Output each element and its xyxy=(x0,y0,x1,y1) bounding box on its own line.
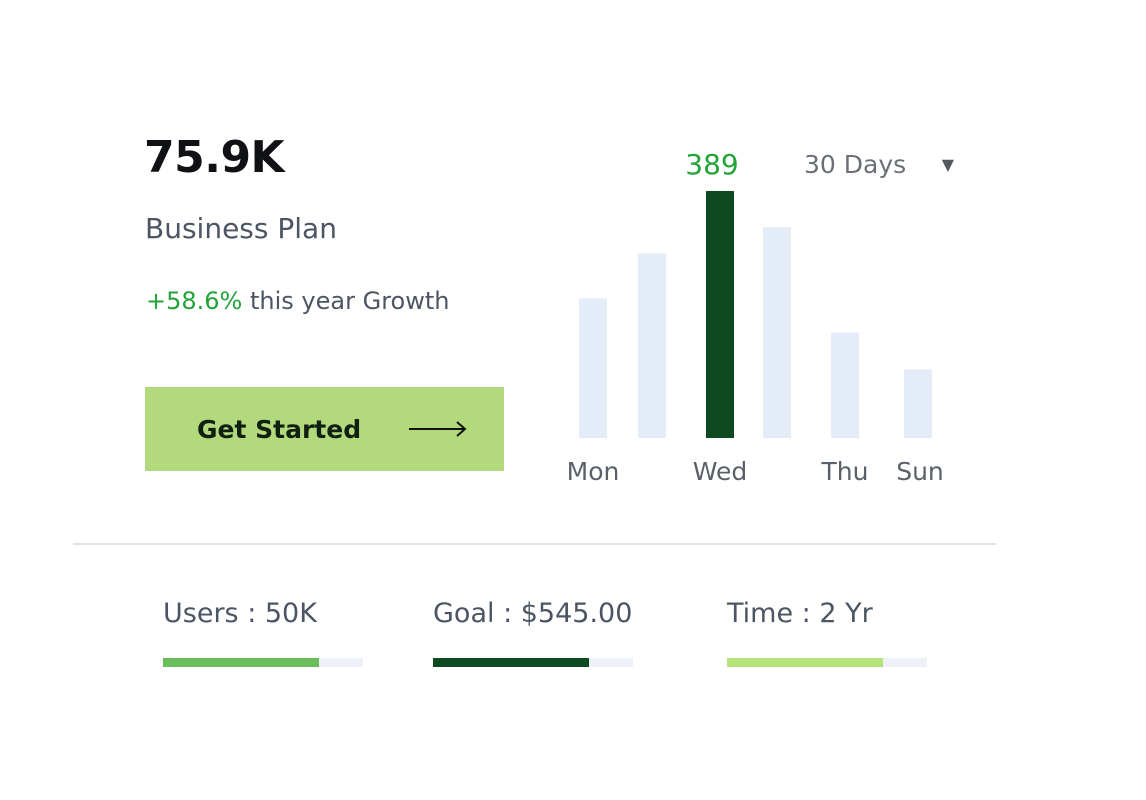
stat-users: Users : 50K xyxy=(163,598,363,667)
stat-goal: Goal : $545.00 xyxy=(433,598,633,667)
stat-goal-track xyxy=(433,658,633,667)
arrow-right-icon xyxy=(409,421,467,437)
x-tick-label-wed: Wed xyxy=(693,457,748,486)
x-tick-label-mon: Mon xyxy=(567,457,620,486)
growth-percent: +58.6% xyxy=(146,287,243,315)
growth-text: this year Growth xyxy=(250,287,450,315)
bar-chart-svg: Mon Wed 389 Thu Sun xyxy=(567,148,944,486)
period-dropdown[interactable]: 30 Days ▼ xyxy=(796,146,966,182)
plan-name: Business Plan xyxy=(145,212,337,245)
stat-time: Time : 2 Yr xyxy=(727,598,927,667)
period-selected-label: 30 Days xyxy=(804,149,907,179)
bar-thu xyxy=(831,332,859,438)
stat-goal-fill xyxy=(433,658,589,667)
weekly-bar-chart: Mon Wed 389 Thu Sun xyxy=(540,140,980,500)
get-started-label: Get Started xyxy=(197,414,362,444)
growth-line: +58.6% this year Growth xyxy=(146,287,449,315)
stat-time-label: Time : 2 Yr xyxy=(727,598,873,629)
total-value: 75.9K xyxy=(144,132,285,183)
bar-tue xyxy=(638,253,666,438)
stat-users-track xyxy=(163,658,363,667)
bar-mon xyxy=(579,298,607,438)
stat-users-fill xyxy=(163,658,319,667)
x-tick-label-sun: Sun xyxy=(896,457,944,486)
bar-wed xyxy=(706,191,734,438)
stat-time-track xyxy=(727,658,927,667)
bar-thu-1 xyxy=(763,227,791,438)
bar-sun xyxy=(904,369,932,438)
stat-time-fill xyxy=(727,658,883,667)
caret-down-icon: ▼ xyxy=(941,154,954,174)
get-started-button[interactable]: Get Started xyxy=(145,387,504,471)
x-tick-label-thu: Thu xyxy=(821,457,869,486)
stat-users-label: Users : 50K xyxy=(163,598,317,629)
section-divider xyxy=(73,543,996,545)
stat-goal-label: Goal : $545.00 xyxy=(433,598,633,629)
highlight-value-label: 389 xyxy=(685,148,738,181)
